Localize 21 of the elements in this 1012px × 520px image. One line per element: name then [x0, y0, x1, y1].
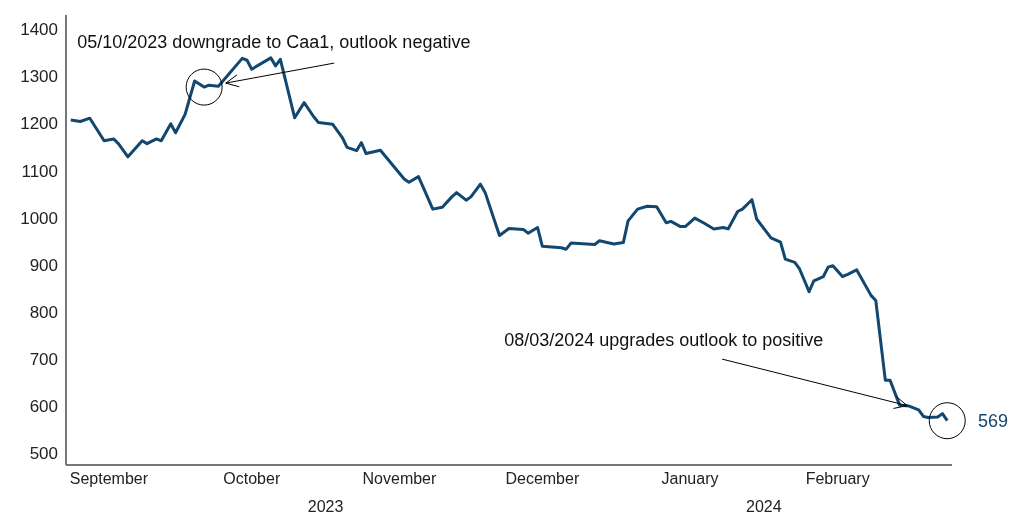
- y-tick-label: 1300: [20, 67, 58, 87]
- annotation: 05/10/2023 downgrade to Caa1, outlook negative: [77, 32, 471, 53]
- y-tick-label: 600: [29, 397, 58, 417]
- x-tick-label: February: [805, 470, 870, 488]
- y-tick-label: 1400: [20, 20, 58, 40]
- y-tick-label: 1100: [21, 161, 58, 181]
- y-tick-label: 1000: [20, 208, 58, 228]
- annotation: 08/03/2024 upgrades outlook to positive: [504, 330, 824, 351]
- y-tick-label: 800: [29, 302, 58, 322]
- y-tick-label: 900: [29, 255, 58, 275]
- data-label: 569: [978, 410, 1009, 431]
- x-tick-label: December: [505, 470, 580, 488]
- y-tick-label: 1200: [20, 114, 58, 134]
- x-tick-label: October: [223, 470, 281, 488]
- y-tick-label: 700: [29, 350, 58, 370]
- y-tick-label: 500: [29, 444, 58, 464]
- text: 2023: [307, 498, 344, 515]
- text: 2024: [746, 498, 782, 515]
- x-tick-label: September: [69, 470, 149, 488]
- x-tick-label: November: [362, 470, 438, 488]
- x-tick-label: January: [661, 470, 719, 488]
